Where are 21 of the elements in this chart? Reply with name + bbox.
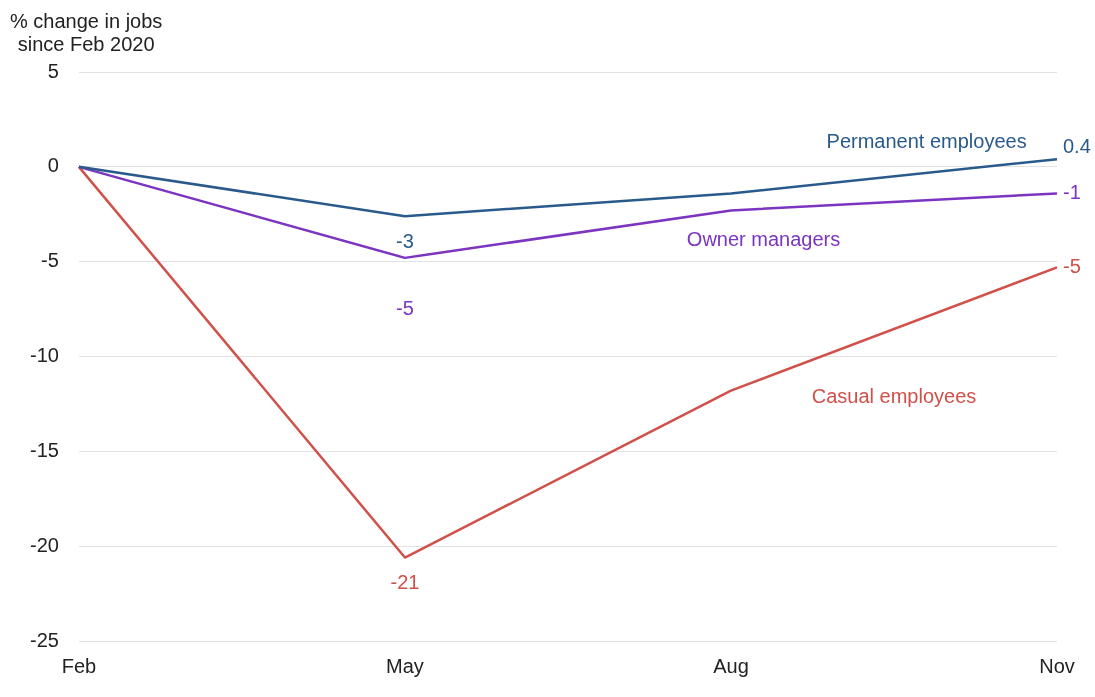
x-tick-label: May xyxy=(386,654,424,677)
series-label: Owner managers xyxy=(686,228,841,251)
y-tick-label: -25 xyxy=(30,628,59,651)
data-label: -21 xyxy=(390,571,420,594)
y-tick-label: -15 xyxy=(30,438,59,461)
y-axis-title: % change in jobs since Feb 2020 xyxy=(10,10,163,56)
series-label: Permanent employees xyxy=(826,130,1027,153)
series-label: Casual employees xyxy=(811,384,977,407)
x-tick-label: Feb xyxy=(61,654,97,677)
y-tick-label: 5 xyxy=(47,59,59,82)
data-label: -5 xyxy=(1063,254,1081,277)
y-tick-label: -10 xyxy=(30,344,59,367)
data-label: 0.4 xyxy=(1063,134,1091,157)
y-tick-label: -20 xyxy=(30,533,59,556)
data-label: -5 xyxy=(396,297,414,320)
y-tick-label: 0 xyxy=(47,154,59,177)
data-label: -3 xyxy=(396,229,414,252)
data-label: -1 xyxy=(1063,180,1081,203)
x-tick-label: Nov xyxy=(1039,654,1075,677)
y-tick-label: -5 xyxy=(41,249,59,272)
x-tick-label: Aug xyxy=(713,654,749,677)
